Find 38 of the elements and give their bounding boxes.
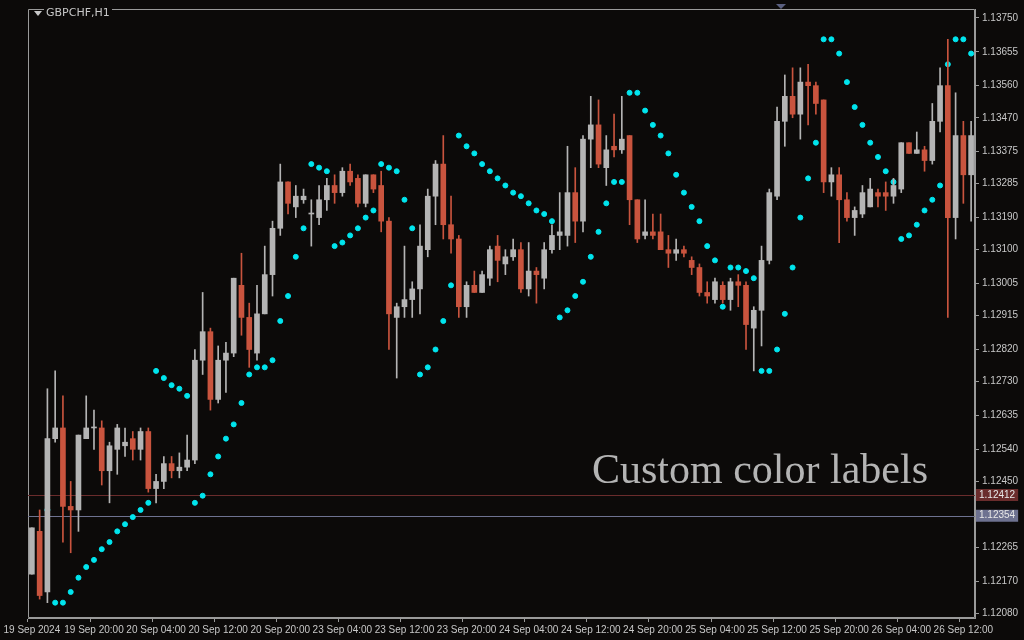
x-tick-label: 25 Sep 04:00	[685, 623, 746, 635]
y-tick-label: 1.12540	[982, 443, 1019, 455]
x-tick-label: 20 Sep 04:00	[126, 623, 187, 635]
x-tick-label: 26 Sep 12:00	[933, 623, 994, 635]
x-tick-label: 23 Sep 04:00	[312, 623, 373, 635]
x-tick-label: 24 Sep 12:00	[561, 623, 621, 635]
annotation: Custom color labels	[591, 445, 929, 494]
x-tick-label: 24 Sep 04:00	[498, 623, 559, 635]
y-tick-label: 1.13190	[982, 211, 1019, 223]
chart-title: GBPCHF,H1	[44, 6, 112, 19]
x-tick-label: 19 Sep 2024	[3, 623, 61, 635]
y-tick-label: 1.12915	[982, 309, 1019, 321]
x-tick-label: 23 Sep 12:00	[374, 623, 435, 635]
y-tick-label: 1.13750	[982, 11, 1019, 23]
y-tick-label: 1.12450	[982, 475, 1019, 487]
y-tick-label: 1.13100	[982, 243, 1019, 255]
ref-line-label: 1.12354	[979, 509, 1016, 521]
x-tick-label: 20 Sep 20:00	[250, 623, 311, 635]
y-tick-label: 1.12080	[982, 607, 1019, 619]
y-tick-label: 1.13375	[982, 145, 1019, 157]
x-tick-label: 20 Sep 12:00	[188, 623, 249, 635]
y-tick-label: 1.13655	[982, 45, 1019, 57]
y-tick-label: 1.12265	[982, 541, 1019, 553]
y-tick-label: 1.12635	[982, 409, 1019, 421]
y-tick-label: 1.12170	[982, 575, 1019, 587]
ref-line-label: 1.12412	[979, 488, 1016, 500]
x-tick-label: 26 Sep 04:00	[871, 623, 932, 635]
y-tick-label: 1.12820	[982, 343, 1019, 355]
y-tick-label: 1.13470	[982, 111, 1019, 123]
y-tick-label: 1.12730	[982, 375, 1019, 387]
x-tick-label: 19 Sep 20:00	[64, 623, 125, 635]
y-tick-label: 1.13560	[982, 79, 1019, 91]
x-tick-label: 24 Sep 20:00	[623, 623, 684, 635]
x-tick-label: 25 Sep 12:00	[747, 623, 808, 635]
x-tick-label: 25 Sep 20:00	[809, 623, 870, 635]
y-tick-label: 1.13285	[982, 177, 1019, 189]
x-tick-label: 23 Sep 20:00	[436, 623, 497, 635]
y-tick-label: 1.13005	[982, 277, 1019, 289]
